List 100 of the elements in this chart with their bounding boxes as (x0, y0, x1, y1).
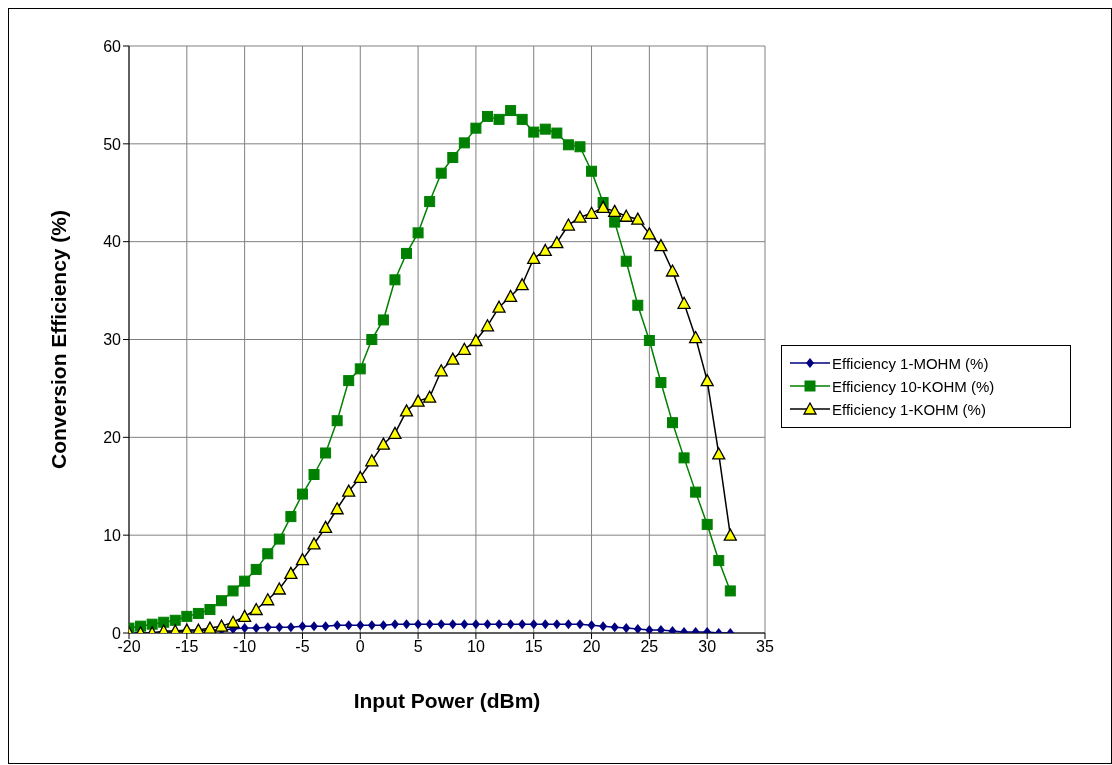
point (376, 437, 391, 450)
point (573, 210, 587, 223)
point (518, 619, 527, 630)
point (423, 390, 437, 403)
x-tick-label: -5 (295, 638, 310, 656)
y-tick-label: 30 (103, 331, 122, 349)
point (596, 200, 610, 214)
point (296, 488, 308, 500)
point (562, 139, 574, 151)
point (366, 334, 378, 345)
point (622, 623, 631, 633)
point (333, 620, 342, 631)
point (286, 622, 295, 633)
point (263, 622, 272, 633)
point (226, 615, 240, 628)
point (599, 621, 608, 632)
point (561, 218, 576, 231)
point (656, 625, 665, 633)
point (529, 619, 538, 630)
point (723, 528, 737, 541)
point (506, 619, 515, 630)
point (480, 319, 495, 332)
point (203, 621, 217, 633)
point (448, 619, 457, 630)
point (665, 264, 680, 277)
point (388, 426, 402, 440)
point (620, 255, 632, 267)
point (399, 404, 414, 417)
point (425, 619, 434, 630)
point (192, 607, 204, 619)
point (435, 167, 447, 179)
point (666, 417, 678, 429)
point (713, 555, 725, 567)
point (642, 227, 657, 240)
point (249, 602, 263, 616)
point (712, 447, 726, 460)
point (678, 452, 690, 464)
point (146, 618, 158, 630)
point (331, 415, 343, 427)
point (414, 619, 423, 630)
point (204, 604, 216, 616)
x-tick-label: 35 (756, 638, 774, 656)
y-tick-label: 40 (103, 233, 122, 251)
point (471, 619, 480, 630)
point (483, 619, 492, 630)
point (631, 212, 645, 225)
point (700, 373, 714, 387)
point (470, 122, 482, 134)
point (446, 352, 460, 365)
y-tick-label: 60 (103, 37, 122, 55)
point (457, 342, 471, 355)
point (273, 533, 285, 545)
point (181, 610, 193, 622)
point (492, 300, 506, 313)
point (354, 363, 366, 375)
point (527, 251, 541, 264)
point (330, 502, 344, 515)
point (516, 113, 528, 125)
point (411, 394, 425, 407)
point (688, 330, 703, 344)
point (677, 296, 691, 309)
point (365, 454, 379, 467)
point (412, 227, 424, 239)
point (353, 470, 367, 484)
point (584, 206, 599, 219)
point (608, 204, 622, 217)
point (690, 486, 702, 498)
point (272, 582, 286, 595)
y-tick-label: 20 (103, 429, 122, 447)
point (321, 621, 330, 632)
point (227, 585, 239, 597)
point (539, 123, 551, 135)
point (724, 585, 736, 597)
point (609, 216, 621, 228)
point (239, 575, 251, 587)
point (550, 236, 564, 249)
point (434, 364, 448, 377)
point (574, 141, 586, 153)
point (575, 619, 584, 630)
point (342, 484, 356, 497)
point (367, 620, 376, 631)
point (424, 196, 436, 208)
point (493, 113, 505, 125)
y-tick-label: 10 (103, 526, 122, 544)
x-tick-label: 0 (355, 638, 365, 656)
x-tick-label: -10 (233, 638, 257, 656)
point (610, 622, 619, 633)
point (401, 247, 413, 259)
point (261, 593, 275, 606)
point (377, 314, 389, 326)
point (541, 619, 550, 630)
point (503, 289, 518, 303)
y-axis-title: Conversion Efficiency (%) (47, 209, 71, 470)
legend-label: Efficiency 10-KOHM (%) (832, 377, 995, 395)
x-tick-label: 25 (640, 638, 659, 656)
point (275, 622, 284, 633)
point (587, 620, 596, 631)
point (298, 621, 307, 632)
point (619, 209, 633, 222)
point (295, 552, 310, 566)
